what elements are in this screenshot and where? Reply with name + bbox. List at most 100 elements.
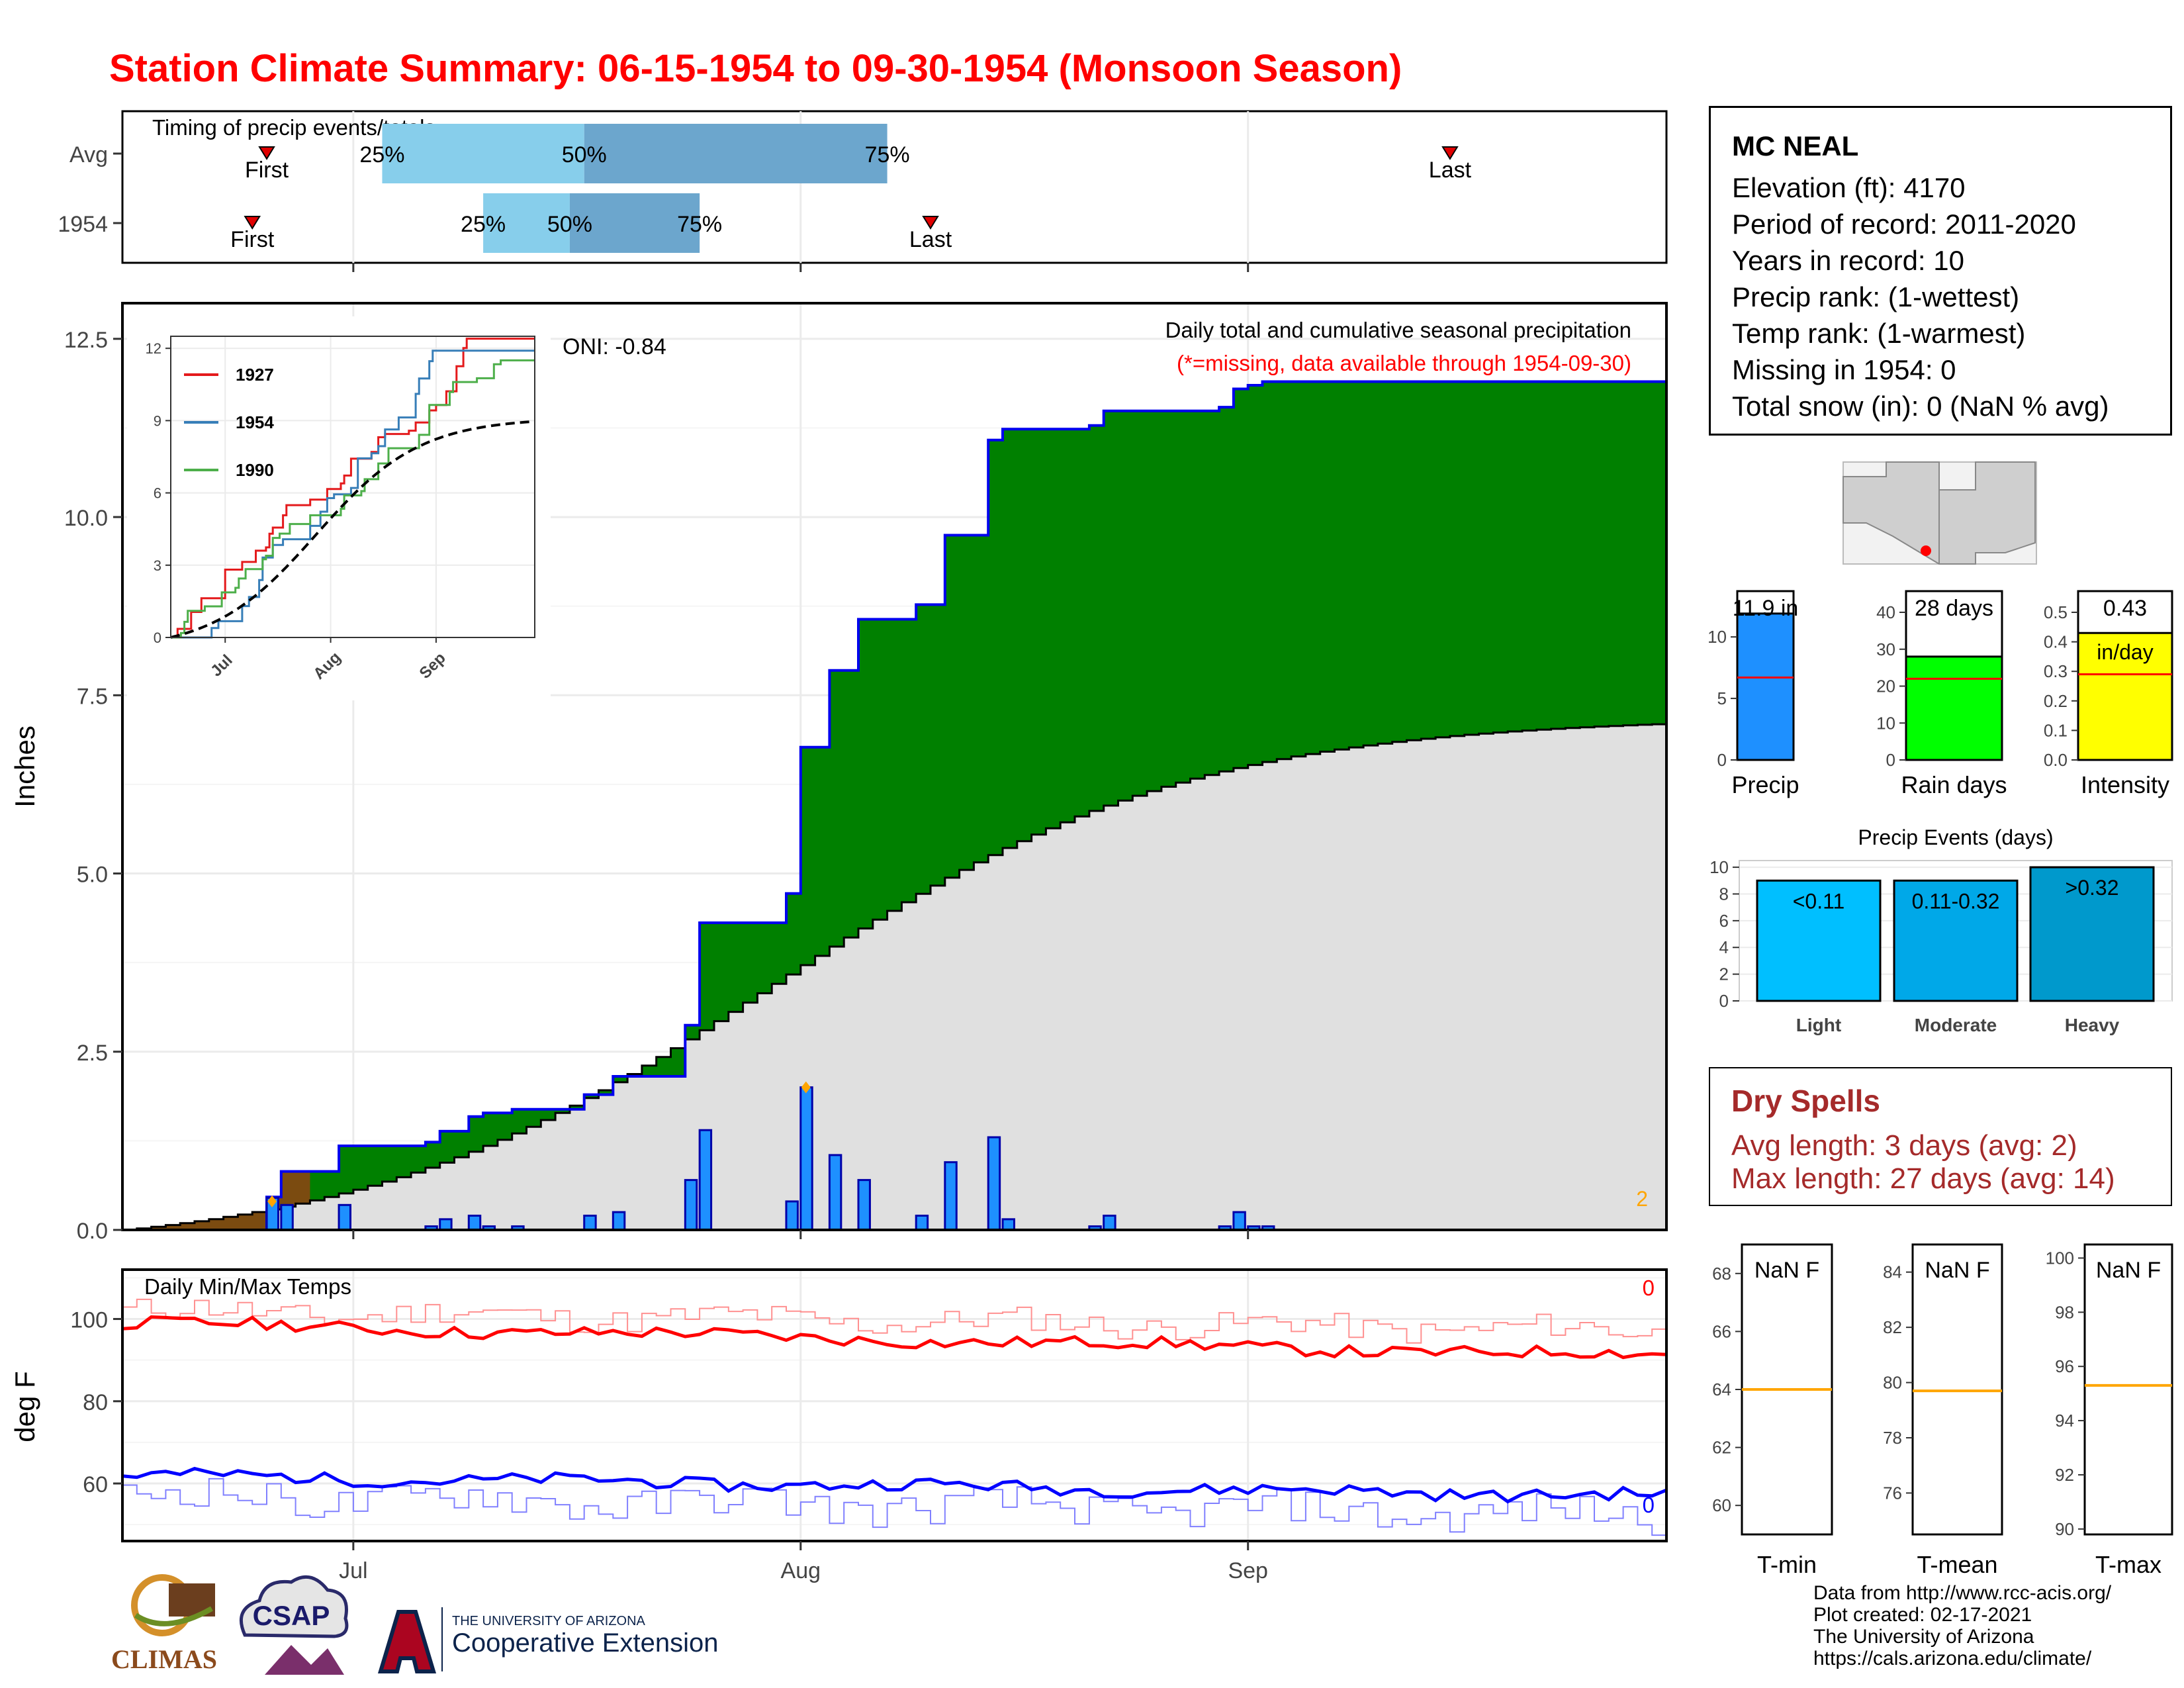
p25-label: 25% (359, 142, 404, 167)
dry-spells-avg: Avg length: 3 days (avg: 2) (1731, 1129, 2077, 1162)
p25-label: 25% (461, 212, 506, 237)
y-tick-label: 0.0 (77, 1219, 108, 1244)
inset-series-line (171, 338, 535, 639)
y-axis-title: deg F (9, 1371, 40, 1442)
extreme-marker (801, 1081, 811, 1094)
event-range: 0.11-0.32 (1912, 889, 2000, 913)
temp-box-y-tick: 80 (1883, 1373, 1902, 1393)
plot-frame (121, 302, 1668, 1231)
daily-precip-bar (785, 1200, 799, 1231)
first-marker (244, 216, 261, 230)
temp-box-y-tick: 66 (1712, 1321, 1731, 1341)
tmin-missing: 0 (1643, 1493, 1655, 1517)
inset-series-line (171, 350, 535, 639)
event-y-tick: 0 (1719, 991, 1729, 1011)
temp-box-value: NaN F (1925, 1258, 1989, 1283)
temp-box-y-tick: 76 (1883, 1483, 1902, 1503)
event-bar (2029, 866, 2155, 1002)
p75-label: 75% (677, 212, 722, 237)
timing-bar-light (382, 124, 584, 183)
daily-precip-bar (583, 1214, 597, 1231)
mini-y-tick: 0.5 (2044, 602, 2068, 622)
temp-box-y-tick: 84 (1883, 1262, 1902, 1282)
csap-mountain-icon (265, 1645, 344, 1675)
temp-box-frame (1911, 1243, 2003, 1536)
event-range: >0.32 (2066, 876, 2119, 900)
p75-label: 75% (865, 142, 910, 167)
temp-box-y-tick: 92 (2055, 1465, 2074, 1485)
mini-y-tick: 0.2 (2044, 691, 2068, 711)
station-info-panel: MC NEAL Elevation (ft): 4170 Period of r… (1709, 106, 2172, 436)
temp-box-y-tick: 60 (1712, 1495, 1731, 1515)
dry-spells-panel: Dry Spells Avg length: 3 days (avg: 2) M… (1709, 1067, 2172, 1206)
mini-y-tick: 5 (1717, 688, 1727, 708)
mini-y-tick: 0.4 (2044, 632, 2068, 652)
ua-small-text: THE UNIVERSITY OF ARIZONA (452, 1614, 646, 1628)
temp-box-value: NaN F (2096, 1258, 2161, 1283)
chart-subtitle: (*=missing, data available through 1954-… (1177, 351, 1631, 375)
legend-label: 1990 (236, 460, 274, 480)
tmax-missing: 0 (1643, 1276, 1655, 1300)
station-name: MC NEAL (1732, 130, 1859, 162)
location-map (1843, 461, 2037, 565)
above-normal-area (122, 381, 1666, 1230)
csap-logo-text: CSAP (253, 1600, 330, 1631)
y-tick-label: 80 (83, 1390, 108, 1415)
daily-precip-bar (439, 1218, 453, 1231)
event-y-tick: 10 (1709, 857, 1729, 877)
temp-chart: 60 80 100 Jul Aug Sep Daily Min/Max Temps 0 0 deg… (9, 1268, 1668, 1583)
mini-y-tick: 10 (1876, 713, 1895, 733)
tmax-line (122, 1315, 1667, 1360)
last-marker (922, 216, 939, 230)
normal-area (122, 724, 1666, 1230)
y-tick-label: 2.5 (77, 1041, 108, 1066)
mini-bar (1905, 655, 2003, 761)
station-snow: Total snow (in): 0 (NaN % avg) (1732, 391, 2109, 422)
oni-label: ONI: -0.84 (563, 334, 666, 359)
event-y-tick: 6 (1719, 911, 1729, 931)
events-title: Precip Events (days) (1858, 825, 2053, 849)
credit-line: Data from http://www.rcc-acis.org/ (1813, 1582, 2112, 1604)
first-marker (258, 146, 275, 160)
event-label: Heavy (2065, 1015, 2120, 1035)
y-axis-title: Inches (9, 726, 40, 808)
daily-precip-bar (828, 1154, 842, 1231)
timing-bar-dark (569, 193, 700, 253)
temp-box-label: T-max (2095, 1551, 2161, 1578)
x-tick-label: Jul (339, 1558, 367, 1583)
row-label: 1954 (58, 212, 108, 237)
daily-precip-bar (280, 1203, 294, 1231)
mini-y-tick: 0.3 (2044, 661, 2068, 681)
daily-precip-bar (915, 1214, 929, 1231)
y-tick-label: 100 (70, 1308, 108, 1333)
dry-spells-max: Max length: 27 days (avg: 14) (1731, 1162, 2115, 1195)
mini-y-tick: 40 (1876, 602, 1895, 622)
daily-precip-bar (684, 1179, 698, 1231)
legend-label: 1927 (236, 365, 274, 385)
mini-y-tick: 0 (1717, 750, 1727, 770)
inset-series-line (171, 359, 535, 639)
mini-y-tick: 0.0 (2044, 750, 2068, 770)
daily-precip-bar (1001, 1218, 1015, 1231)
temp-box-y-tick: 82 (1883, 1317, 1902, 1337)
logos: CLIMASCSAPATHE UNIVERSITY OF ARIZONACoop… (111, 1574, 718, 1675)
credit-line: https://cals.arizona.edu/climate/ (1813, 1648, 2092, 1669)
temp-box-frame (2083, 1243, 2173, 1536)
event-label: Moderate (1915, 1015, 1997, 1035)
temp-box-label: T-min (1757, 1551, 1817, 1578)
temp-box-y-tick: 98 (2055, 1302, 2074, 1322)
station-temp-rank: Temp rank: (1-warmest) (1732, 318, 2026, 349)
inset-y-tick: 6 (154, 485, 161, 502)
mini-y-tick: 0.1 (2044, 720, 2068, 740)
daily-precip-bar (857, 1179, 871, 1231)
daily-precip-bar (467, 1214, 482, 1231)
daily-precip-bar (698, 1129, 713, 1231)
x-tick-label: Sep (1228, 1558, 1268, 1583)
mini-label: Intensity (2081, 771, 2169, 798)
mini-bar (2077, 632, 2173, 761)
extreme-marker (267, 1195, 277, 1207)
event-y-tick: 4 (1719, 937, 1729, 957)
tmax-record-line (122, 1298, 1667, 1344)
